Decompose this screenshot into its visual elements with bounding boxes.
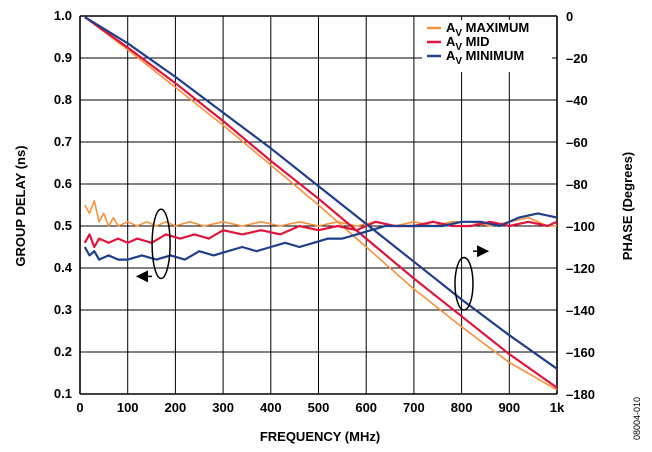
group-delay-line-mid [83,220,558,249]
legend-background [422,20,552,72]
right-y-tick-label: –180 [566,387,595,402]
x-tick-label: 400 [260,400,282,415]
left-y-axis-title: GROUP DELAY (ns) [13,145,28,266]
x-axis-title: FREQUENCY (MHz) [260,429,380,444]
right-y-tick-label: –100 [566,219,595,234]
right-y-tick-labels: 0 –20 –40 –60 –80 –100 –120 –140 –160 –180 [566,9,595,402]
left-y-tick-label: 0.7 [54,134,72,149]
right-y-axis-title: PHASE (Degrees) [620,152,635,260]
group-delay-line-minimum [83,212,558,261]
x-tick-labels: 0 100 200 300 400 500 600 700 800 900 1k [76,400,565,415]
left-y-tick-label: 0.3 [54,302,72,317]
left-y-tick-label: 1.0 [54,8,72,23]
series-lines [83,16,558,391]
right-y-tick-label: 0 [566,9,573,24]
right-y-tick-label: –20 [566,51,588,66]
right-y-tick-label: –80 [566,177,588,192]
left-y-tick-label: 0.6 [54,176,72,191]
x-tick-label: 200 [165,400,187,415]
legend-label: AV MID [446,34,490,53]
phase-line-maximum [84,16,558,391]
left-y-tick-label: 0.2 [54,344,72,359]
group-delay-ellipse [151,208,171,280]
x-tick-label: 800 [451,400,473,415]
x-tick-label: 0 [76,400,83,415]
right-y-tick-label: –40 [566,93,588,108]
legend-label: AV MINIMUM [446,48,524,67]
left-y-tick-label: 0.4 [54,260,73,275]
left-y-tick-labels: 0.1 0.2 0.3 0.4 0.5 0.6 0.7 0.8 0.9 1.0 [54,8,73,401]
x-tick-label: 300 [212,400,234,415]
left-y-tick-label: 0.8 [54,92,72,107]
right-y-tick-label: –140 [566,303,595,318]
left-y-tick-label: 0.1 [54,386,72,401]
annotations [136,208,490,311]
left-y-tick-label: 0.9 [54,50,72,65]
grid [79,15,558,395]
phase-line-mid [84,16,558,389]
right-y-tick-label: –60 [566,135,588,150]
legend-label: AV MAXIMUM [446,20,529,39]
right-y-tick-label: –120 [566,261,595,276]
x-tick-label: 900 [498,400,520,415]
x-tick-label: 700 [403,400,425,415]
phase-line-minimum [84,16,558,370]
right-y-tick-label: –160 [566,345,595,360]
x-tick-label: 500 [308,400,330,415]
x-tick-label: 1k [550,400,565,415]
x-tick-label: 100 [117,400,139,415]
figure-id: 08004-010 [632,397,642,440]
left-y-tick-label: 0.5 [54,218,72,233]
x-tick-label: 600 [355,400,377,415]
phase-ellipse [454,256,474,311]
